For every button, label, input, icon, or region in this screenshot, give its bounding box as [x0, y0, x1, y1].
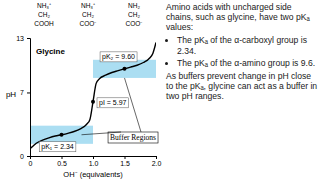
tick: 2.0	[152, 156, 162, 167]
buffer-region	[93, 60, 156, 78]
tick-label: 2.0	[152, 160, 162, 167]
structure-line: NH₂	[128, 2, 140, 9]
marked-point	[60, 133, 64, 137]
marked-point	[91, 100, 95, 104]
tick-mark	[27, 92, 30, 93]
tick: 0	[29, 156, 33, 167]
callout-box	[108, 132, 158, 143]
slide: 0 0.5 1.0 1.5 2.0 0 7 13 OH⁻ (equivalents) pH Glyc…	[0, 0, 320, 180]
tick-label: 0	[29, 160, 33, 167]
bullet: The pKₐ of the α-carboxyl group is 2.34.	[177, 35, 318, 55]
paragraph: Amino acids with uncharged side chains, …	[166, 2, 318, 32]
tick: 7	[20, 89, 30, 96]
structure-line: COO⁻	[80, 20, 97, 27]
chart-title: Glycine	[36, 47, 65, 56]
tick: 1.5	[120, 156, 130, 167]
bullet-list: The pKₐ of the α-carboxyl group is 2.34.…	[166, 35, 318, 67]
tick: 1.0	[89, 156, 99, 167]
structure-line: CH₂	[38, 11, 50, 18]
tick-label: 0	[20, 153, 24, 160]
annotation: pK₁ = 2.34	[41, 143, 74, 151]
structure-line: CH₂	[82, 11, 94, 18]
tick-mark	[62, 156, 63, 159]
tick-mark	[125, 156, 126, 159]
x-axis: 0 0.5 1.0 1.5 2.0	[29, 156, 162, 167]
axis-line	[27, 39, 31, 157]
paragraph: As buffers prevent change in pH close to…	[166, 71, 318, 101]
tick-mark	[93, 156, 94, 159]
bullet: The pKₐ of the α-amino group is 9.6.	[177, 58, 318, 68]
tick: 13	[16, 35, 30, 42]
callout: Buffer Regions	[110, 133, 156, 142]
tick-label: 7	[20, 89, 24, 96]
structure-line: COO⁻	[126, 20, 143, 27]
axis-line	[31, 157, 157, 160]
annotation-box	[100, 52, 137, 62]
callout-pointer	[82, 132, 122, 135]
tick-label: 1.5	[120, 160, 130, 167]
text-column: Amino acids with uncharged side chains, …	[166, 2, 318, 104]
tick: 0	[20, 153, 30, 160]
annotation: pK₂ = 9.60	[102, 53, 135, 61]
tick-label: 0.5	[57, 160, 67, 167]
structure-line: NH₃⁺	[81, 2, 95, 9]
tick-mark	[156, 156, 157, 159]
structure-line: CH₂	[128, 11, 140, 18]
marked-point	[123, 67, 127, 71]
titration-curve	[30, 43, 156, 149]
callout-pointer	[125, 78, 142, 132]
annotation-box	[97, 98, 129, 108]
structure-line: COOH	[34, 20, 54, 27]
tick: 0.5	[57, 156, 67, 167]
plot-area	[30, 43, 156, 149]
annotation-box	[39, 142, 76, 152]
y-axis: 0 7 13	[16, 35, 30, 160]
annotation: pI = 5.97	[99, 99, 127, 107]
tick-mark	[27, 38, 30, 39]
tick-label: 1.0	[89, 160, 99, 167]
x-axis-title: OH⁻ (equivalents)	[63, 170, 123, 179]
structure-line: NH₃⁺	[37, 2, 51, 9]
tick-mark	[27, 156, 30, 157]
y-axis-title: pH	[6, 90, 16, 99]
tick-label: 13	[16, 35, 24, 42]
